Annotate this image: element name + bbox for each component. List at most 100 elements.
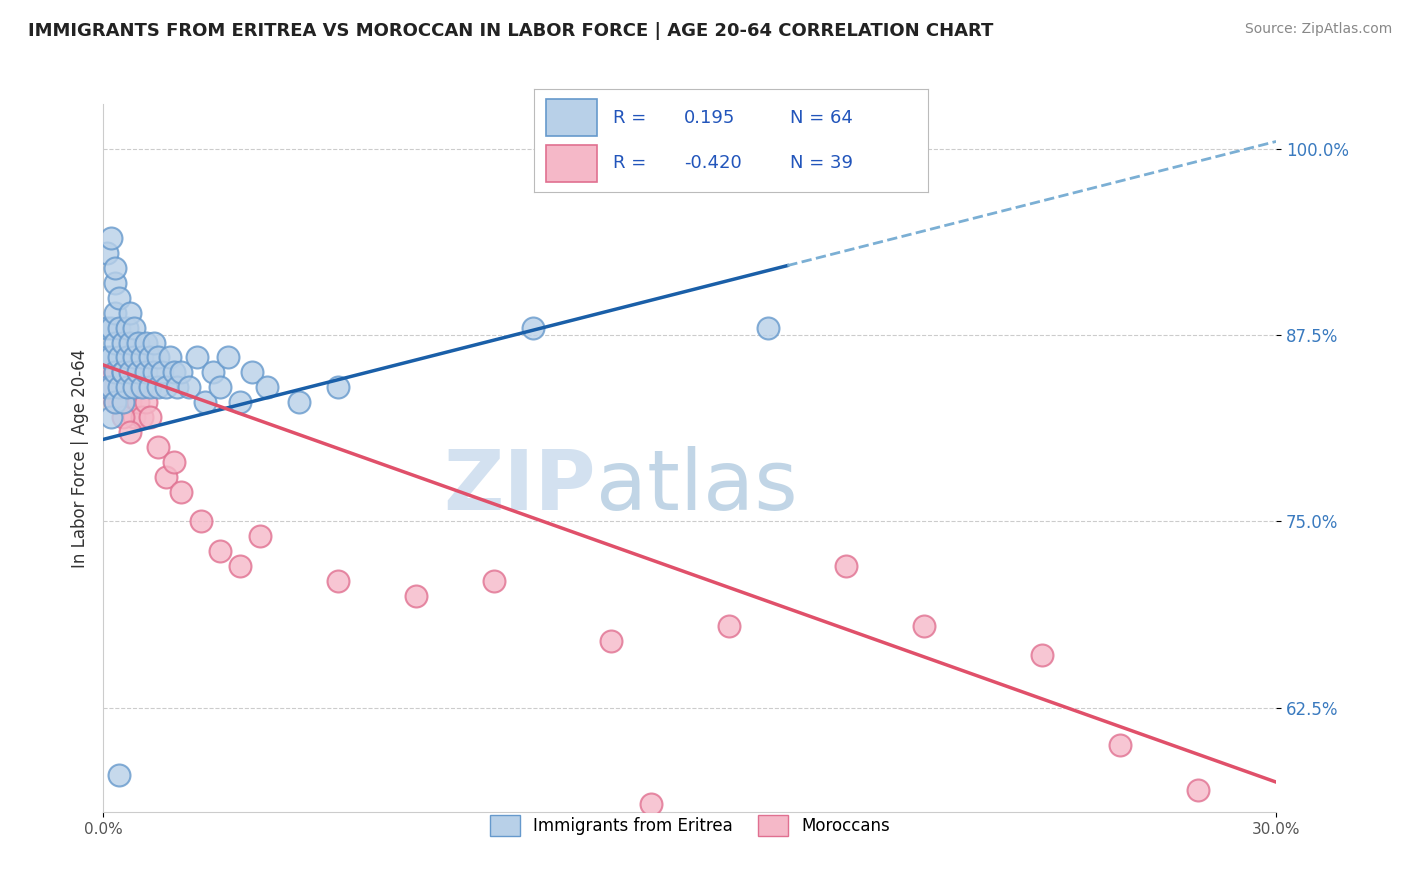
- Point: [107, 351, 129, 365]
- Point: [104, 380, 127, 394]
- Point: [1187, 782, 1209, 797]
- Point: [115, 365, 138, 379]
- Point: [1031, 648, 1053, 663]
- Point: [146, 440, 169, 454]
- Point: [124, 410, 146, 425]
- Point: [96, 351, 118, 365]
- Point: [120, 335, 142, 350]
- Point: [120, 395, 142, 409]
- Text: 0.195: 0.195: [683, 109, 735, 127]
- Point: [155, 380, 177, 394]
- Point: [111, 365, 134, 379]
- Point: [111, 365, 134, 379]
- Y-axis label: In Labor Force | Age 20-64: In Labor Force | Age 20-64: [72, 349, 89, 567]
- Bar: [546, 99, 598, 136]
- Point: [104, 365, 127, 379]
- Point: [912, 618, 935, 632]
- Point: [111, 410, 134, 425]
- Point: [135, 365, 157, 379]
- Point: [115, 320, 138, 334]
- Point: [150, 365, 173, 379]
- Point: [1108, 738, 1130, 752]
- Point: [107, 380, 129, 394]
- Point: [201, 365, 224, 379]
- Point: [240, 365, 263, 379]
- Point: [139, 410, 162, 425]
- Point: [162, 365, 184, 379]
- Point: [179, 380, 201, 394]
- Point: [146, 380, 169, 394]
- Point: [104, 365, 127, 379]
- Point: [107, 320, 129, 334]
- Legend: Immigrants from Eritrea, Moroccans: Immigrants from Eritrea, Moroccans: [482, 809, 897, 842]
- Point: [249, 529, 271, 543]
- Text: R =: R =: [613, 109, 647, 127]
- Point: [170, 484, 193, 499]
- Point: [135, 395, 157, 409]
- Point: [256, 380, 278, 394]
- Text: ZIP: ZIP: [443, 446, 596, 527]
- Point: [146, 351, 169, 365]
- Point: [405, 589, 427, 603]
- Point: [155, 469, 177, 483]
- Point: [186, 351, 208, 365]
- Text: IMMIGRANTS FROM ERITREA VS MOROCCAN IN LABOR FORCE | AGE 20-64 CORRELATION CHART: IMMIGRANTS FROM ERITREA VS MOROCCAN IN L…: [28, 22, 994, 40]
- Point: [159, 351, 181, 365]
- Point: [127, 365, 149, 379]
- Point: [104, 395, 127, 409]
- Point: [104, 261, 127, 276]
- Point: [217, 351, 239, 365]
- Point: [143, 365, 166, 379]
- Point: [124, 380, 146, 394]
- Point: [111, 395, 134, 409]
- Point: [100, 380, 122, 394]
- Point: [717, 618, 740, 632]
- Point: [111, 395, 134, 409]
- Point: [111, 380, 134, 394]
- Point: [96, 380, 118, 394]
- Point: [190, 514, 212, 528]
- Point: [287, 395, 309, 409]
- Point: [100, 365, 122, 379]
- Point: [229, 559, 252, 574]
- Point: [131, 351, 153, 365]
- Point: [127, 395, 149, 409]
- Point: [194, 395, 217, 409]
- Point: [100, 351, 122, 365]
- Point: [170, 365, 193, 379]
- Point: [143, 335, 166, 350]
- Point: [100, 410, 122, 425]
- Point: [107, 291, 129, 305]
- Point: [124, 351, 146, 365]
- Point: [115, 380, 138, 394]
- Point: [835, 559, 858, 574]
- Point: [756, 320, 779, 334]
- Point: [104, 276, 127, 290]
- Point: [166, 380, 188, 394]
- Point: [162, 455, 184, 469]
- Point: [104, 306, 127, 320]
- Point: [482, 574, 505, 588]
- Point: [96, 320, 118, 334]
- Point: [135, 335, 157, 350]
- Text: N = 39: N = 39: [790, 154, 853, 172]
- Point: [139, 380, 162, 394]
- Text: R =: R =: [613, 154, 647, 172]
- Point: [120, 365, 142, 379]
- Point: [104, 395, 127, 409]
- Point: [326, 574, 349, 588]
- Point: [139, 351, 162, 365]
- Point: [100, 320, 122, 334]
- Point: [104, 335, 127, 350]
- Point: [115, 380, 138, 394]
- Point: [640, 797, 662, 812]
- Point: [107, 380, 129, 394]
- Point: [131, 410, 153, 425]
- Point: [100, 231, 122, 245]
- Point: [111, 335, 134, 350]
- Bar: [546, 145, 598, 181]
- Point: [209, 380, 232, 394]
- Text: Source: ZipAtlas.com: Source: ZipAtlas.com: [1244, 22, 1392, 37]
- Point: [120, 306, 142, 320]
- Point: [107, 767, 129, 781]
